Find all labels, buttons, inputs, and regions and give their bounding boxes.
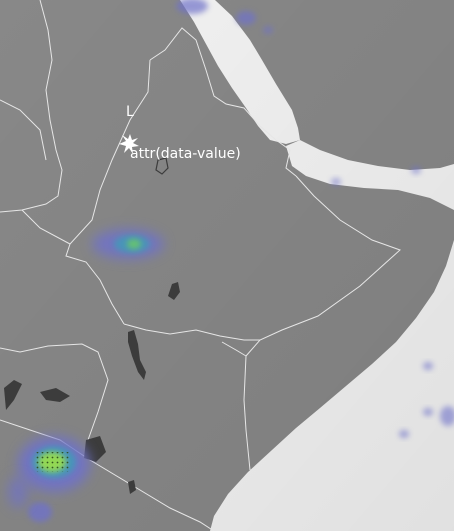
marker-letter-label: L [126, 104, 134, 120]
border-kenya-tanzania [89, 459, 215, 531]
lake-baringo [128, 480, 136, 494]
heat-redsea-top [176, 0, 208, 14]
heat-ethiopia-core [127, 239, 141, 249]
border-uganda [0, 343, 109, 461]
lake-turkana [128, 330, 146, 380]
heat-ocean-4 [399, 430, 409, 438]
border-ethiopia-sudan [65, 59, 151, 325]
lake-kyoga [40, 388, 70, 402]
heat-ocean-1 [423, 362, 433, 370]
border-ethiopia-kenya [123, 323, 260, 341]
sparkle-star-icon[interactable] [119, 134, 139, 154]
heat-redsea-small [263, 26, 273, 34]
border-djibouti [275, 139, 297, 177]
location-marker[interactable] [119, 134, 139, 154]
country-borders [0, 0, 401, 531]
heat-kenya-west [8, 476, 28, 508]
heat-ocean-2 [423, 408, 433, 416]
border-sudan-south [21, 209, 71, 245]
heat-kenya-south [28, 502, 52, 522]
lake-albert [4, 380, 22, 410]
heat-redsea-right [236, 11, 256, 25]
border-eritrea [149, 27, 277, 141]
value-label: attr(data-value) [130, 146, 241, 162]
heat-aden-1 [331, 178, 341, 186]
heat-kenya-dots [36, 452, 70, 472]
border-south-sudan [0, 0, 63, 213]
lakes [4, 157, 180, 494]
heat-aden-2 [411, 166, 421, 174]
border-somalia [243, 175, 401, 471]
border-kenya-somalia-north [221, 341, 247, 357]
heat-ocean-3 [440, 406, 454, 426]
heat-layer [8, 0, 454, 522]
border-west-upper [0, 99, 47, 161]
lake-victoria-north [84, 436, 106, 462]
lake-abaya [168, 282, 180, 300]
lake-tana [155, 157, 169, 175]
